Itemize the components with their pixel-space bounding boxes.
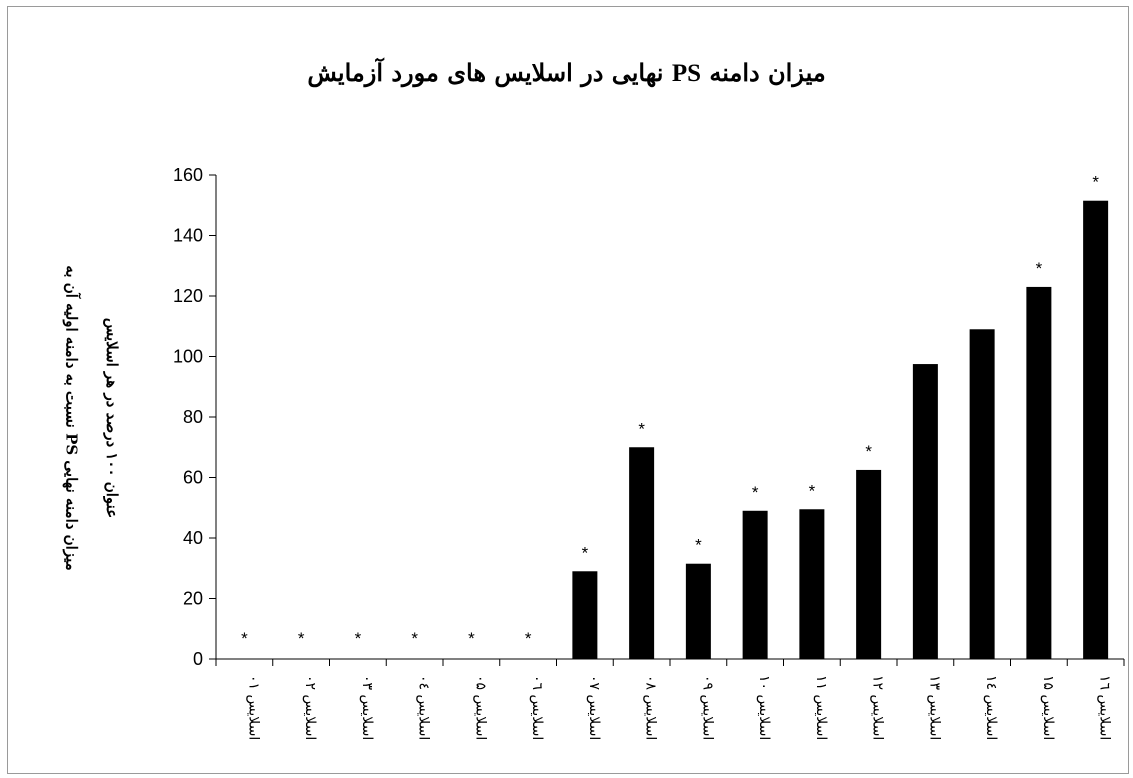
x-category-label: اسلایس ۱۳ xyxy=(926,675,942,740)
x-category-label: اسلایس ۰۸ xyxy=(643,675,659,740)
bar xyxy=(856,469,882,659)
significance-marker: * xyxy=(809,481,816,500)
bar xyxy=(742,510,768,659)
x-category-label: اسلایس ۱۱ xyxy=(813,675,829,740)
y-tick-label: 60 xyxy=(183,468,203,488)
significance-marker: * xyxy=(865,442,872,461)
x-category-label: اسلایس ۰٦ xyxy=(529,675,545,740)
x-category-label: اسلایس ۰۷ xyxy=(586,675,602,740)
significance-marker: * xyxy=(411,629,418,648)
x-category-label: اسلایس ۱٦ xyxy=(1097,675,1113,740)
chart-title: میزان دامنه PS نهایی در اسلایس های مورد … xyxy=(307,58,826,87)
bar xyxy=(912,364,938,659)
x-category-label: اسلایس ۰۲ xyxy=(302,675,318,740)
significance-marker: * xyxy=(355,629,362,648)
x-category-label: اسلایس ۰۱ xyxy=(245,675,261,740)
y-tick-label: 160 xyxy=(173,165,203,185)
x-category-label: اسلایس ۰۹ xyxy=(699,675,715,740)
significance-marker: * xyxy=(525,629,532,648)
significance-marker: * xyxy=(298,629,305,648)
x-category-label: اسلایس ۰۵ xyxy=(472,675,488,740)
chart-frame xyxy=(7,6,1129,774)
significance-marker: * xyxy=(241,629,248,648)
x-category-label: اسلایس ۱۵ xyxy=(1040,675,1056,740)
x-category-label: اسلایس ۰٤ xyxy=(416,675,432,740)
y-tick-label: 20 xyxy=(183,589,203,609)
y-tick-label: 0 xyxy=(193,649,203,669)
y-tick-label: 100 xyxy=(173,347,203,367)
x-category-label: اسلایس ۱۲ xyxy=(870,675,886,740)
significance-marker: * xyxy=(468,629,475,648)
y-tick-label: 140 xyxy=(173,226,203,246)
bar xyxy=(799,509,825,659)
bar xyxy=(685,563,711,659)
significance-marker: * xyxy=(582,543,589,562)
bar xyxy=(1026,286,1052,659)
significance-marker: * xyxy=(1092,173,1099,192)
y-tick-label: 80 xyxy=(183,407,203,427)
significance-marker: * xyxy=(638,419,645,438)
y-tick-label: 40 xyxy=(183,528,203,548)
x-category-label: اسلایس ۱۰ xyxy=(756,675,772,740)
x-category-label: اسلایس ۰۳ xyxy=(359,675,375,740)
x-category-label: اسلایس ۱٤ xyxy=(983,675,999,740)
significance-marker: * xyxy=(752,483,759,502)
bar xyxy=(969,329,995,659)
bar xyxy=(572,571,598,659)
bar xyxy=(1083,200,1109,659)
significance-marker: * xyxy=(695,536,702,555)
bar xyxy=(629,447,655,659)
y-tick-label: 120 xyxy=(173,286,203,306)
significance-marker: * xyxy=(1036,259,1043,278)
